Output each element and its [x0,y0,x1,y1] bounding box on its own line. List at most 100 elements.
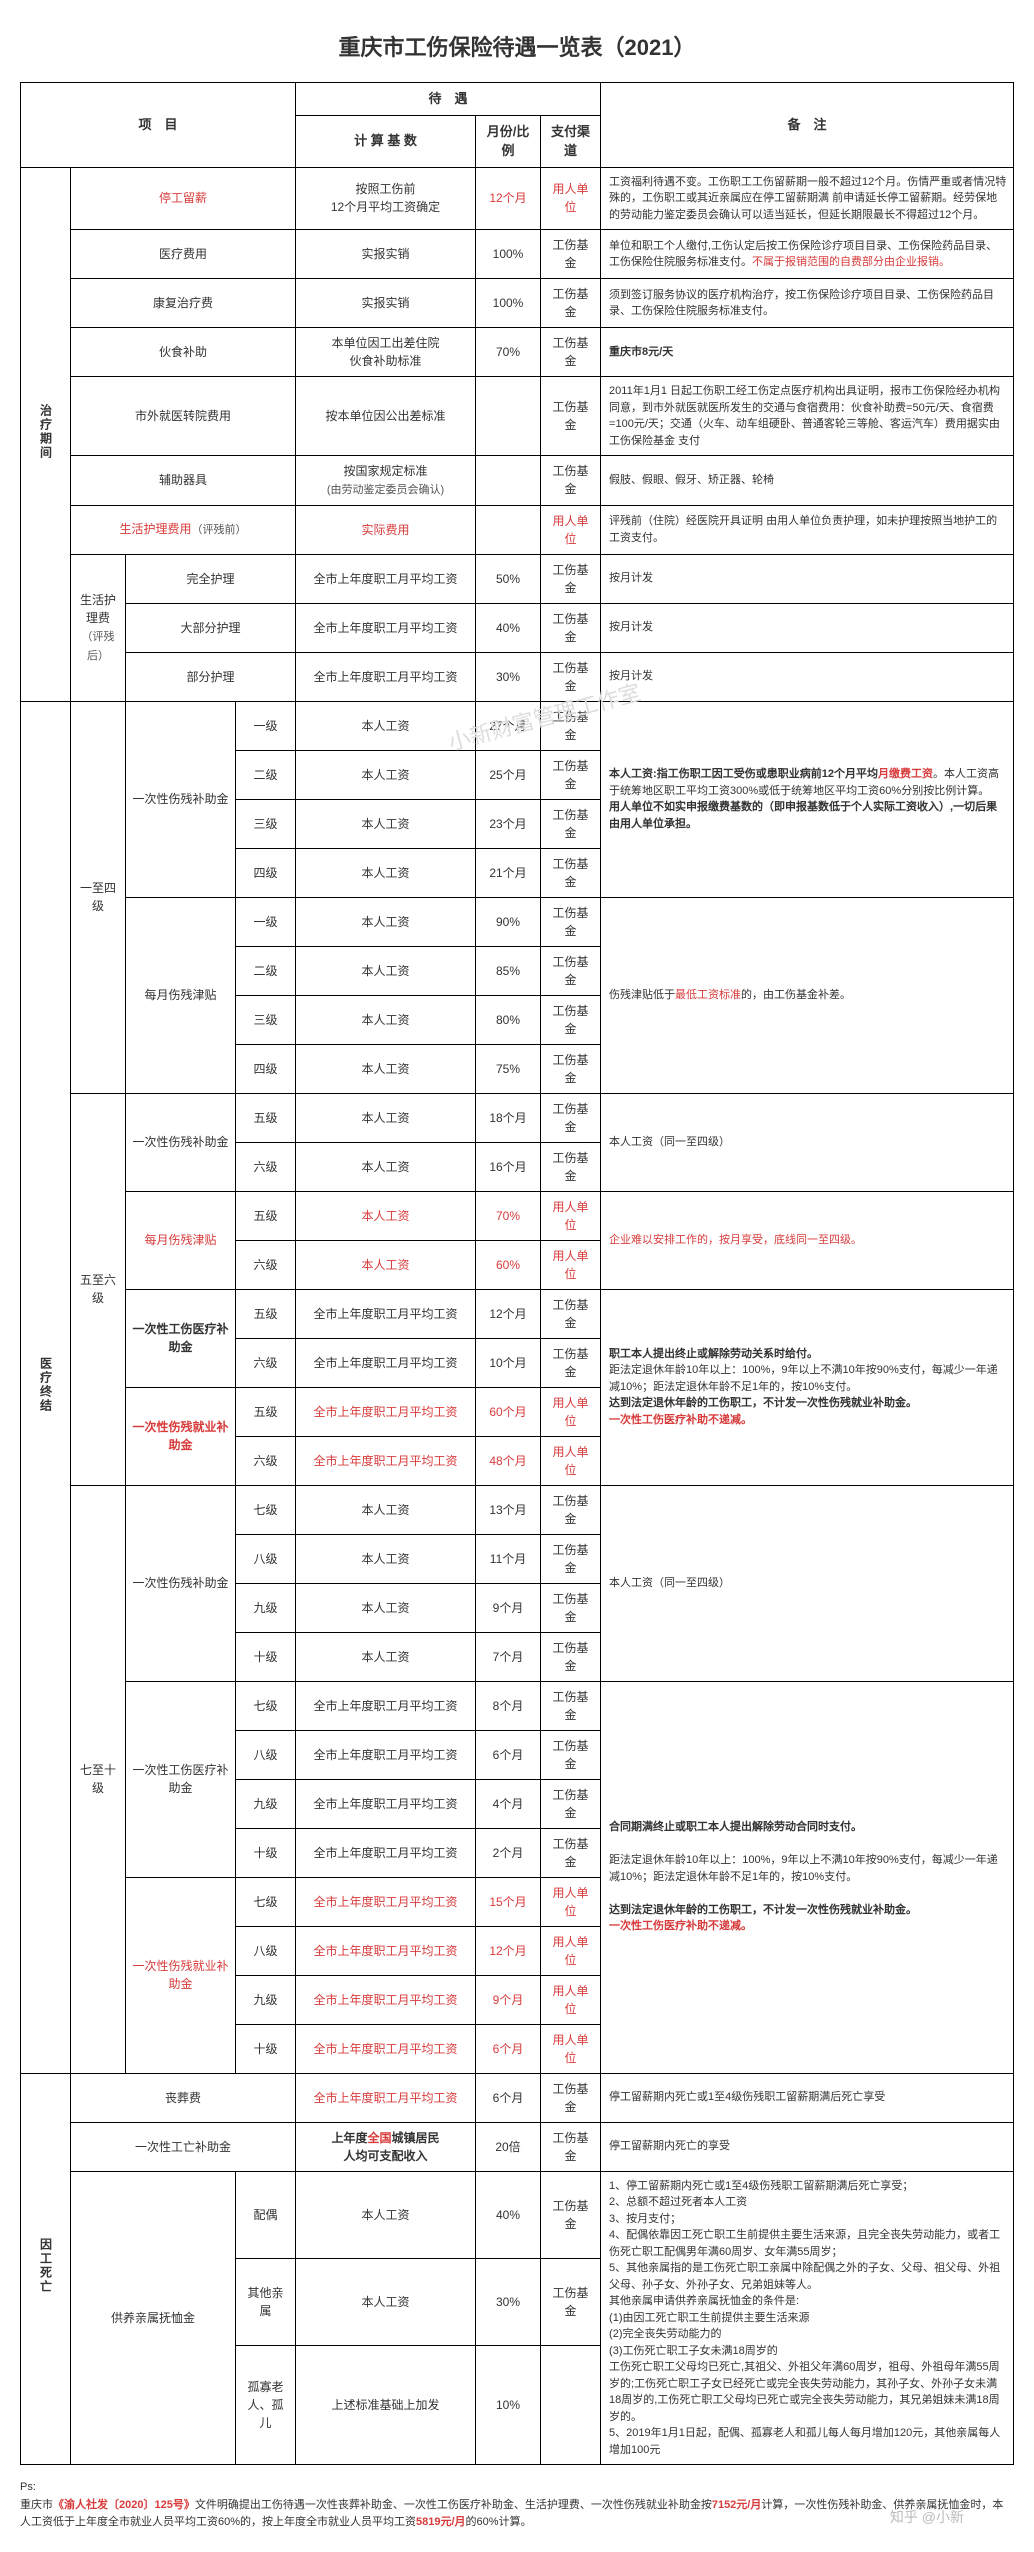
lv: 一级 [236,701,296,750]
cell: 工伤基金 [541,1730,601,1779]
remark: 停工留薪期内死亡或1至4级伤残职工留薪期满后死亡享受 [601,2073,1014,2122]
remark: 须到签订服务协议的医疗机构治疗，按工伤保险诊疗项目目录、工伤保险药品目录、工伤保… [601,279,1014,328]
row-name: 大部分护理 [126,603,296,652]
remark: 假肢、假眼、假牙、矫正器、轮椅 [601,456,1014,506]
cell: 本人工资 [296,1534,476,1583]
remark: 停工留薪期内死亡的享受 [601,2122,1014,2171]
cell: 工伤基金 [541,946,601,995]
cell: 8个月 [476,1681,541,1730]
subgroup: 一次性伤残补助金 [126,1093,236,1191]
cell: 全市上年度职工月平均工资 [296,1730,476,1779]
cell: 工伤基金 [541,603,601,652]
cell: 工伤基金 [541,1534,601,1583]
cell: 25个月 [476,750,541,799]
main-table: 项 目 待 遇 备 注 计 算 基 数 月份/比例 支付渠道 治疗期间 停工留薪… [20,82,1014,2465]
cell: 用人单位 [541,1877,601,1926]
cell: 2个月 [476,1828,541,1877]
subgroup: 供养亲属抚恤金 [71,2171,236,2465]
cell: 50% [476,554,541,603]
cell: 工伤基金 [541,1681,601,1730]
cell: 100% [476,230,541,279]
row-name: 其他亲属 [236,2258,296,2345]
cell: 12个月 [476,1289,541,1338]
row-name: 完全护理 [126,554,296,603]
th-project: 项 目 [21,83,296,168]
cell: 工伤基金 [541,1583,601,1632]
cell: 用人单位 [541,2024,601,2073]
cell: 75% [476,1044,541,1093]
group-5-6: 五至六级 [71,1093,126,1485]
lv: 四级 [236,1044,296,1093]
cell: 本人工资 [296,995,476,1044]
cell: 全市上年度职工月平均工资 [296,2073,476,2122]
lv: 二级 [236,750,296,799]
lv: 十级 [236,1828,296,1877]
remark: 企业难以安排工作的，按月享受，底线同一至四级。 [601,1191,1014,1289]
cell: 本人工资 [296,1093,476,1142]
cell: 本人工资 [296,2171,476,2258]
cell: 工伤基金 [541,652,601,701]
subgroup: 一次性工伤医疗补助金 [126,1681,236,1877]
subgroup: 每月伤残津贴 [126,1191,236,1289]
cell: 40% [476,2171,541,2258]
cell: 工伤基金 [541,554,601,603]
cell: 全市上年度职工月平均工资 [296,1289,476,1338]
remark: 1、停工留薪期内死亡或1至4级伤残职工留薪期满后死亡享受； 2、总额不超过死者本… [601,2171,1014,2465]
lv: 一级 [236,897,296,946]
cell: 用人单位 [541,1240,601,1289]
cell: 工伤基金 [541,2258,601,2345]
cell: 本人工资 [296,799,476,848]
lv: 五级 [236,1387,296,1436]
cell: 48个月 [476,1436,541,1485]
lv: 八级 [236,1926,296,1975]
cell: 全市上年度职工月平均工资 [296,1387,476,1436]
lv: 九级 [236,1779,296,1828]
cell: 用人单位 [541,1191,601,1240]
lv: 六级 [236,1142,296,1191]
remark: 职工本人提出终止或解除劳动关系时给付。距法定退休年龄10年以上：100%，9年以… [601,1289,1014,1485]
remark: 2011年1月1 日起工伤职工经工伤定点医疗机构出具证明，报市工伤保险经办机构同… [601,377,1014,456]
th-channel: 支付渠道 [541,115,601,167]
cell: 工伤基金 [541,1289,601,1338]
cell: 全市上年度职工月平均工资 [296,1877,476,1926]
page-title: 重庆市工伤保险待遇一览表（2021） [20,30,1014,62]
cell: 23个月 [476,799,541,848]
care-group: 生活护理费（评残后） [71,554,126,701]
cell: 100% [476,279,541,328]
cell: 工伤基金 [541,456,601,506]
cell: 本人工资 [296,701,476,750]
subgroup: 一次性伤残补助金 [126,1485,236,1681]
cell: 40% [476,603,541,652]
cell: 本人工资 [296,1191,476,1240]
cell: 按国家规定标准(由劳动鉴定委员会确认) [296,456,476,506]
row-name: 生活护理费用（评残前） [71,505,296,554]
cell: 全市上年度职工月平均工资 [296,1681,476,1730]
remark: 重庆市8元/天 [601,328,1014,377]
cell: 9个月 [476,1583,541,1632]
group-1-4: 一至四级 [71,701,126,1093]
cell: 30% [476,2258,541,2345]
cell: 工伤基金 [541,897,601,946]
lv: 十级 [236,1632,296,1681]
remark: 本人工资:指工伤职工因工受伤或患职业病前12个月平均月缴费工资。本人工资高于统筹… [601,701,1014,897]
cell: 工伤基金 [541,848,601,897]
cell: 工伤基金 [541,1338,601,1387]
cell: 12个月 [476,167,541,230]
cell: 4个月 [476,1779,541,1828]
cell: 11个月 [476,1534,541,1583]
section-medical-end: 医疗终结 [21,701,71,2073]
subgroup: 一次性工伤医疗补助金 [126,1289,236,1387]
cell: 60% [476,1240,541,1289]
lv: 五级 [236,1093,296,1142]
cell: 本人工资 [296,2258,476,2345]
cell [476,377,541,456]
lv: 六级 [236,1436,296,1485]
cell: 70% [476,328,541,377]
cell: 实报实销 [296,230,476,279]
cell: 工伤基金 [541,1828,601,1877]
remark: 按月计发 [601,652,1014,701]
remark: 按月计发 [601,603,1014,652]
cell: 全市上年度职工月平均工资 [296,1779,476,1828]
lv: 九级 [236,1975,296,2024]
cell: 12个月 [476,1926,541,1975]
